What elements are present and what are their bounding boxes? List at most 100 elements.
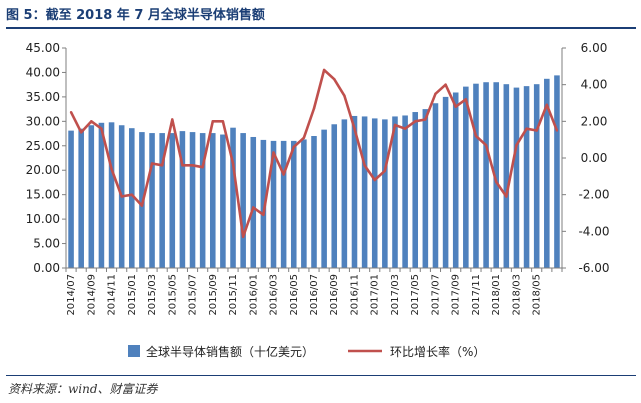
line-point-2017/08 (444, 83, 447, 86)
line-point-2018/03 (515, 143, 518, 147)
bar-2017/05 (412, 112, 419, 268)
line-point-2017/09 (454, 105, 457, 108)
bar-2016/08 (321, 129, 327, 268)
line-point-2016/05 (292, 145, 295, 149)
bar-2015/04 (159, 133, 165, 268)
right-tick-label: 0.00 (581, 151, 608, 165)
x-tick-label: 2015/03 (147, 274, 158, 316)
bar-2015/11 (230, 127, 236, 268)
line-point-2016/11 (353, 127, 356, 130)
x-tick-label: 2018/05 (532, 274, 543, 316)
left-tick-label: 30.00 (26, 114, 60, 128)
line-point-2015/08 (201, 165, 204, 169)
line-point-2015/10 (221, 120, 225, 123)
x-tick-label: 2017/07 (430, 274, 441, 316)
line-point-2017/07 (434, 92, 437, 96)
line-point-2015/07 (191, 164, 194, 167)
left-tick-label: 15.00 (26, 188, 60, 202)
bar-2016/12 (361, 116, 368, 268)
axes: 0.00 5.00 10.00 15.00 20.00 25.00 30.00 35.00 40… (26, 41, 610, 316)
left-tick-label: 0.00 (33, 261, 60, 275)
bar-2015/05 (169, 133, 176, 268)
line-point-2014/10 (100, 127, 103, 130)
title-divider (6, 27, 636, 29)
right-tick-label: -4.00 (578, 224, 609, 238)
line-point-2014/07 (69, 110, 73, 114)
legend-line-label: 环比增长率（%） (390, 344, 485, 359)
bar-2018/02 (503, 84, 510, 269)
line-point-2016/02 (262, 213, 265, 217)
line-point-2016/08 (322, 68, 326, 72)
bar-2018/01 (493, 82, 499, 268)
x-tick-label: 2015/05 (167, 274, 178, 316)
x-tick-label: 2015/07 (188, 274, 199, 316)
line-point-2015/11 (231, 162, 235, 165)
bar-2018/06 (544, 78, 550, 268)
bar-2015/06 (179, 131, 186, 268)
left-tick-label: 20.00 (26, 163, 60, 177)
bar-2015/01 (129, 128, 135, 268)
line-point-2015/09 (211, 120, 214, 123)
bar-2014/08 (78, 128, 84, 268)
line-point-2015/12 (241, 235, 245, 239)
x-tick-label: 2016/05 (289, 274, 300, 316)
legend-bar-swatch (128, 345, 140, 357)
line-point-2017/02 (383, 169, 387, 173)
bar-2017/12 (483, 82, 489, 268)
line-point-2015/06 (181, 164, 184, 167)
x-tick-label: 2014/11 (107, 274, 118, 316)
right-tick-label: -2.00 (578, 188, 609, 202)
left-tick-label: 45.00 (26, 41, 60, 55)
bar-2015/09 (209, 133, 216, 268)
bar-2017/10 (463, 86, 469, 269)
bar-2018/03 (513, 87, 520, 268)
line-point-2018/05 (535, 129, 538, 132)
bar-2018/04 (523, 86, 530, 268)
line-series (69, 68, 559, 239)
bar-2017/02 (382, 119, 388, 268)
bar-2014/11 (108, 122, 115, 268)
line-point-2018/02 (505, 195, 508, 198)
bar-2017/01 (371, 118, 378, 269)
line-point-2017/04 (403, 127, 407, 130)
legend: 全球半导体销售额（十亿美元） 环比增长率（%） (128, 344, 485, 359)
left-tick-label: 40.00 (26, 65, 60, 79)
line-point-2017/12 (484, 143, 488, 147)
x-tick-label: 2016/11 (349, 274, 360, 316)
line-point-2016/04 (282, 173, 285, 176)
line-point-2017/05 (414, 120, 417, 123)
x-tick-label: 2017/03 (390, 274, 401, 316)
bar-2016/07 (311, 136, 317, 268)
line-point-2018/04 (525, 127, 528, 130)
x-tick-label: 2015/09 (208, 274, 219, 316)
bar-2016/01 (250, 136, 257, 268)
line-point-2016/06 (302, 136, 306, 140)
line-point-2016/10 (343, 94, 346, 97)
chart-title: 图 5：截至 2018 年 7 月全球半导体销售额 (6, 8, 265, 23)
line-point-2017/11 (474, 134, 478, 138)
bar-2015/08 (199, 133, 206, 268)
line-point-2018/06 (545, 103, 549, 107)
bar-2016/11 (351, 115, 358, 269)
line-point-2014/11 (110, 167, 113, 171)
bar-2017/08 (442, 96, 449, 268)
bar-2016/10 (341, 119, 348, 268)
x-tick-label: 2016/07 (309, 274, 320, 316)
left-tick-label: 35.00 (26, 90, 60, 104)
right-tick-label: 6.00 (581, 41, 608, 55)
x-tick-label: 2017/01 (370, 274, 381, 316)
line-point-2017/03 (393, 123, 397, 127)
x-tick-label: 2016/09 (329, 274, 340, 316)
line-point-2015/03 (150, 162, 154, 165)
bar-2016/04 (280, 140, 287, 268)
line-point-2017/01 (373, 178, 376, 182)
bar-2017/06 (422, 109, 429, 268)
right-tick-label: 4.00 (581, 78, 608, 92)
bar-2016/03 (270, 140, 277, 268)
x-tick-label: 2016/01 (248, 274, 259, 316)
bar-2017/04 (402, 115, 408, 268)
line-point-2015/05 (171, 118, 174, 121)
bar-2014/09 (88, 125, 95, 269)
right-tick-label: -6.00 (578, 261, 609, 275)
bar-series (68, 75, 560, 269)
